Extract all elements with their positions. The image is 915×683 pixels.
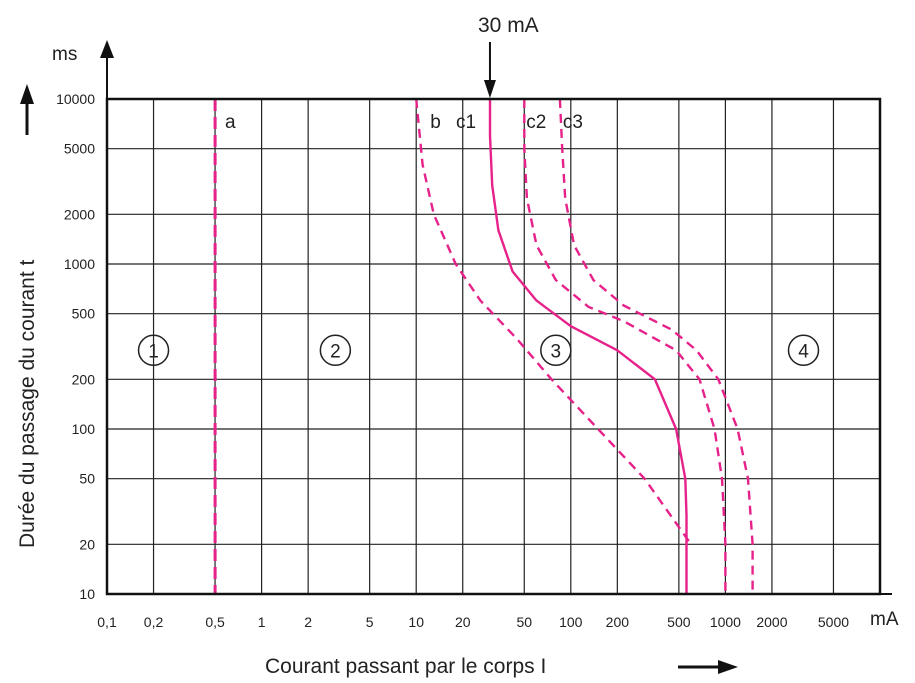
y-axis-arrow <box>100 40 114 99</box>
series-c3-label: c3 <box>563 112 583 133</box>
series-a-label: a <box>225 112 236 133</box>
x-tick-label: 1 <box>258 614 266 630</box>
x-tick-label: 2 <box>304 614 312 630</box>
series-b-curve <box>415 98 693 545</box>
series-c1-label: c1 <box>456 112 476 133</box>
y-tick-label: 20 <box>79 536 95 552</box>
curves <box>213 98 754 594</box>
zone-1-marker: 1 <box>137 334 170 367</box>
y-tick-label: 50 <box>79 471 95 487</box>
x-unit-label: mA <box>870 609 899 630</box>
x-tick-label: 50 <box>516 614 532 630</box>
series-c2-label: c2 <box>526 112 546 133</box>
x-tick-label: 5000 <box>818 614 849 630</box>
y-tick-label: 5000 <box>64 141 95 157</box>
annotation-arrow <box>483 42 496 98</box>
zone-circle <box>787 334 820 367</box>
x-title-arrow <box>678 660 738 674</box>
x-tick-label: 0,1 <box>97 614 117 630</box>
zone-label: 2 <box>330 341 341 362</box>
x-tick-label: 1000 <box>710 614 741 630</box>
zone-circle <box>319 334 352 367</box>
y-tick-label: 2000 <box>64 206 95 222</box>
x-tick-label: 100 <box>559 614 583 630</box>
y-tick-label: 200 <box>72 371 96 387</box>
series-c2-curve <box>523 99 727 594</box>
x-axis-title: Courant passant par le corps I <box>265 655 546 678</box>
x-tick-label: 500 <box>667 614 691 630</box>
series-c1-curve <box>488 99 688 594</box>
x-tick-label: 20 <box>455 614 471 630</box>
x-tick-labels: 0,1 0,2 0,5 1 2 5 10 20 50 100 200 500 1000 2000 5000 <box>97 614 849 630</box>
y-axis-title: Durée du passage du courant t <box>16 259 39 548</box>
zone-circle <box>137 334 170 367</box>
x-tick-label: 10 <box>408 614 424 630</box>
x-tick-label: 0,2 <box>144 614 164 630</box>
y-tick-label: 1000 <box>64 256 95 272</box>
series-b-label: b <box>430 112 441 133</box>
y-tick-label: 10 <box>79 586 95 602</box>
x-tick-label: 2000 <box>756 614 787 630</box>
y-tick-labels: 10 20 50 100 200 500 1000 2000 5000 10000 <box>56 91 95 602</box>
y-unit-label: ms <box>52 44 77 65</box>
zone-circle <box>540 334 572 367</box>
annotation-label: 30 mA <box>478 14 539 37</box>
y-tick-label: 100 <box>72 421 96 437</box>
x-tick-label: 200 <box>606 614 630 630</box>
zone-label: 4 <box>798 341 809 362</box>
y-tick-label: 500 <box>72 306 96 322</box>
zone-3-marker: 3 <box>540 334 572 367</box>
y-tick-label: 10000 <box>56 91 95 107</box>
series-c3-curve <box>558 98 754 594</box>
zone-labels: 1 2 3 4 <box>137 334 820 367</box>
y-title-arrow <box>20 84 34 135</box>
grid <box>106 98 880 595</box>
series-labels: a b c1 c2 c3 <box>225 112 583 133</box>
x-tick-label: 0,5 <box>205 614 225 630</box>
zone-2-marker: 2 <box>319 334 352 367</box>
annotation-arrow-head <box>483 80 496 98</box>
frame <box>105 97 882 596</box>
x-tick-label: 5 <box>366 614 374 630</box>
zone-label: 1 <box>148 341 159 362</box>
zone-label: 3 <box>551 341 562 362</box>
plot-frame <box>105 97 882 596</box>
zone-4-marker: 4 <box>787 334 820 367</box>
